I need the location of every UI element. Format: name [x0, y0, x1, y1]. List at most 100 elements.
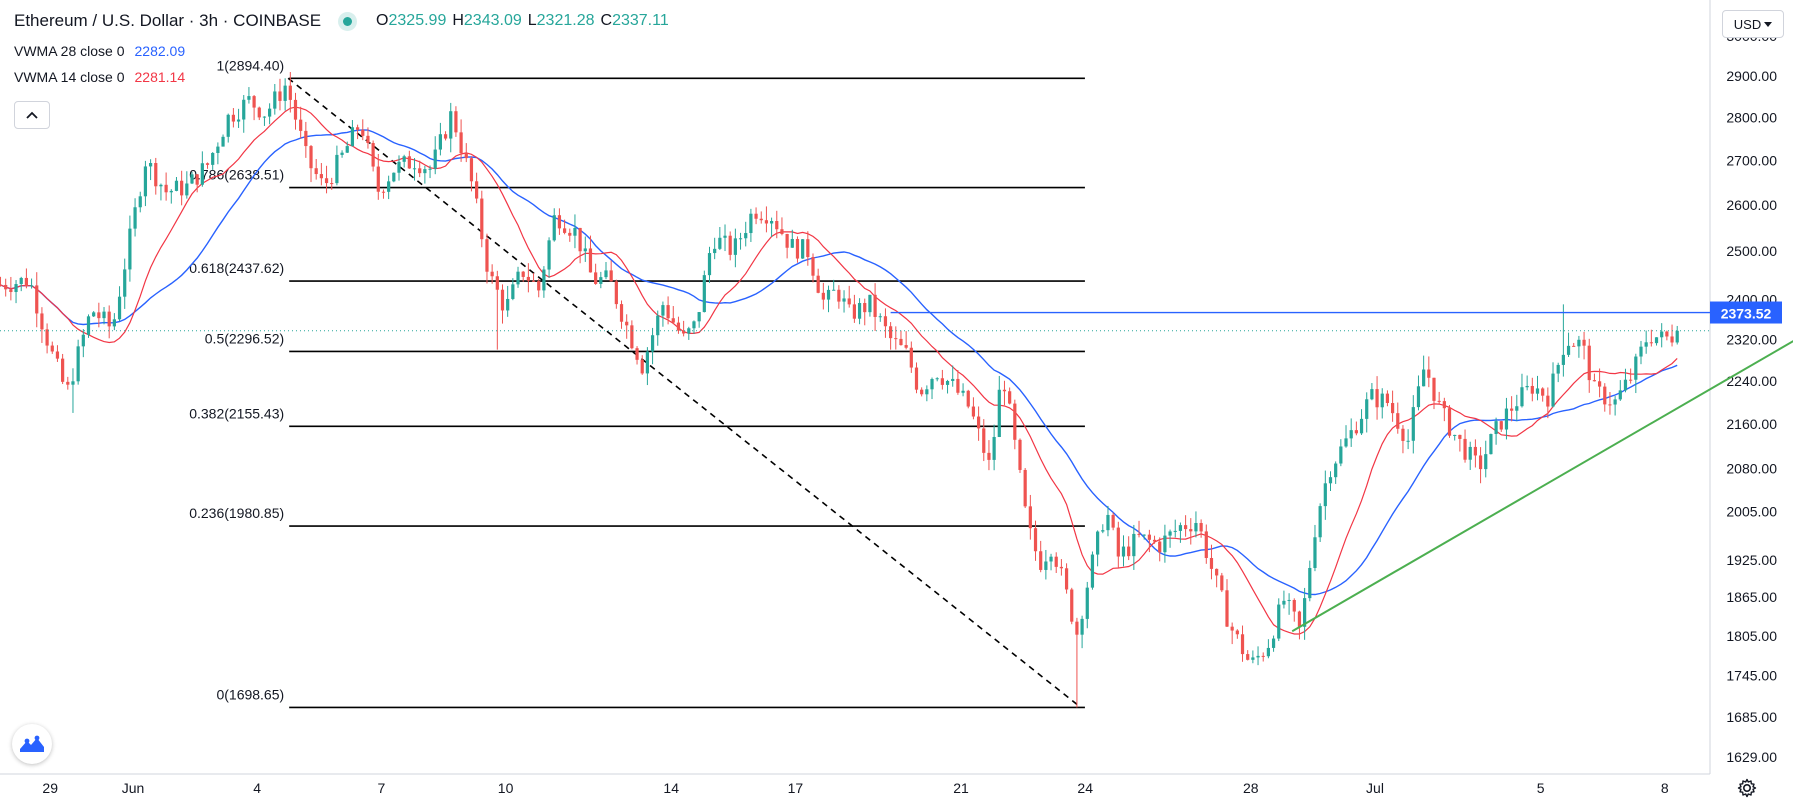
chevron-up-icon: [26, 111, 38, 119]
chart-settings-button[interactable]: [1735, 776, 1759, 800]
candle-body: [1494, 421, 1498, 435]
candle: [1375, 376, 1379, 420]
x-tick-label: 5: [1537, 780, 1545, 796]
candle-body: [873, 294, 877, 317]
candle: [1163, 524, 1167, 563]
candle: [1359, 409, 1364, 435]
candle: [324, 165, 329, 194]
candle-body: [1147, 534, 1151, 540]
candle-body: [1504, 408, 1509, 430]
candle-body: [304, 130, 308, 147]
candle-body: [252, 96, 256, 108]
candle: [801, 239, 805, 259]
candle-body: [552, 215, 556, 241]
market-status-icon: [343, 16, 353, 26]
candle: [832, 279, 836, 291]
candle-body: [1535, 388, 1540, 394]
candle: [806, 231, 810, 266]
candle-body: [832, 289, 836, 291]
candle: [1530, 377, 1534, 402]
tradingview-logo-button[interactable]: [12, 724, 52, 764]
candle-body: [350, 127, 355, 147]
collapse-legend-button[interactable]: [14, 101, 50, 129]
candle-body: [231, 114, 235, 122]
candle-body: [852, 304, 856, 319]
candle-body: [0, 284, 3, 286]
candle: [920, 387, 924, 397]
candle-body: [143, 166, 148, 197]
candle: [562, 219, 567, 235]
y-tick-label: 2500.00: [1726, 243, 1777, 259]
candle-body: [1365, 399, 1369, 419]
vwma14-label[interactable]: VWMA 14 close 0: [14, 69, 125, 85]
candle-body: [1013, 403, 1017, 440]
candle-body: [1453, 434, 1457, 436]
candle-body: [242, 99, 246, 120]
candle: [961, 383, 965, 397]
candle-body: [159, 184, 163, 187]
candle: [423, 165, 427, 184]
candle: [392, 172, 396, 183]
candle: [1033, 520, 1038, 561]
candle-body: [780, 229, 784, 234]
candle: [330, 177, 334, 190]
candle: [940, 369, 944, 390]
candle: [35, 272, 39, 328]
vwma28-label[interactable]: VWMA 28 close 0: [14, 43, 125, 59]
candle-body: [594, 272, 598, 284]
candle: [573, 214, 577, 249]
drawings[interactable]: [0, 311, 1793, 633]
candle: [889, 322, 893, 350]
candle-body: [1510, 408, 1514, 411]
fibonacci-retracement[interactable]: 1(2894.40) 0.786(2638.51) 0.618(2437.62) 0.…: [189, 57, 1085, 709]
y-tick-label: 2700.00: [1726, 152, 1777, 168]
candle: [350, 119, 355, 147]
candle-body: [361, 129, 365, 136]
candle: [257, 106, 261, 121]
candle-body: [257, 107, 261, 118]
candle-body: [1515, 406, 1519, 411]
candle-body: [35, 285, 39, 314]
candle-body: [904, 345, 908, 348]
candle: [102, 307, 106, 325]
candle: [1054, 552, 1058, 573]
candle-body: [1665, 331, 1669, 337]
candle-body: [1634, 356, 1638, 380]
candle: [1303, 587, 1307, 640]
candle-body: [449, 111, 453, 139]
candle: [909, 341, 913, 373]
candle-body: [537, 281, 541, 291]
candle: [894, 326, 898, 350]
candle-body: [1546, 395, 1550, 407]
candle: [469, 156, 474, 192]
candle: [0, 276, 3, 287]
candle-body: [578, 227, 582, 252]
candle-body: [500, 289, 505, 311]
resistance-price-tag: 2373.52: [1710, 301, 1782, 324]
candle: [288, 72, 292, 113]
candle: [511, 278, 515, 301]
candle-body: [1328, 477, 1333, 484]
candle: [159, 183, 163, 201]
candle: [1468, 441, 1472, 470]
candle: [428, 165, 432, 179]
candle: [1158, 537, 1162, 562]
currency-selector[interactable]: USD: [1722, 10, 1784, 38]
candle-body: [811, 257, 815, 276]
candle: [278, 78, 282, 111]
candle: [252, 94, 256, 121]
candle-body: [1608, 404, 1612, 406]
candle-body: [894, 338, 898, 340]
candle: [1064, 563, 1069, 594]
candle-body: [645, 351, 649, 374]
candle-body: [583, 248, 587, 252]
candle-body: [1447, 408, 1452, 436]
candle-body: [319, 174, 323, 179]
candle: [785, 233, 789, 259]
candle: [335, 145, 339, 186]
candle-body: [262, 116, 267, 118]
candle: [1194, 511, 1198, 538]
candle: [790, 229, 794, 248]
candle-body: [790, 238, 794, 248]
